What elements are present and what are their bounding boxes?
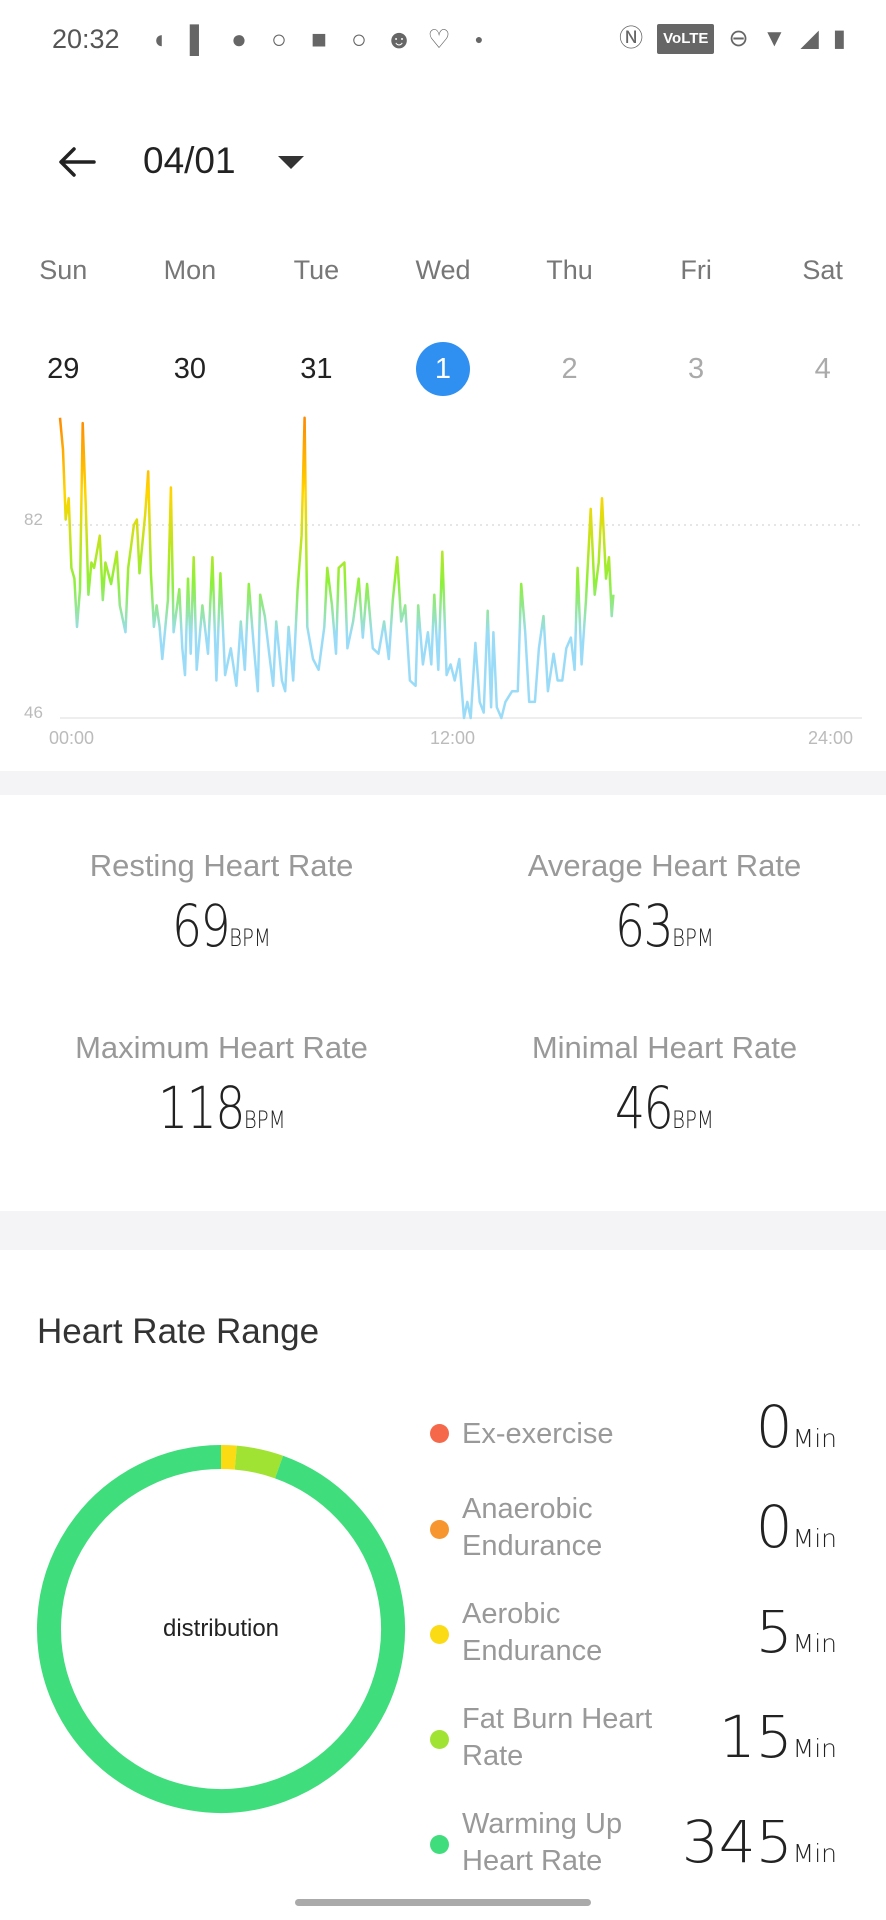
search-app-icon: ○	[351, 24, 367, 54]
zone-unit: Min	[792, 1524, 837, 1553]
heart-rate-chart[interactable]: 82 46 00:00 12:00 24:00	[0, 400, 886, 760]
weekday-label: Fri	[680, 255, 712, 285]
zone-value: 345	[681, 1808, 793, 1876]
zone-unit: Min	[792, 1424, 837, 1453]
weekday-label: Sat	[802, 255, 843, 285]
zone-ex-exercise: Ex-exercise 0Min	[428, 1393, 848, 1473]
y-tick-label: 82	[24, 510, 43, 529]
zone-value: 0	[755, 1393, 793, 1461]
date-row: 29 30 31 1 2 3 4	[0, 342, 886, 396]
stat-resting: Resting Heart Rate 69BPM	[0, 848, 443, 960]
status-bar: 20:32 ◖ ▌ ● ○ ■ ○ ☻ ♡ ● Ⓝ VoLTE ⊖ ▼ ◢ ▮	[0, 0, 886, 80]
wifi-icon: ▼	[762, 25, 787, 52]
date-selector[interactable]: 04/01	[143, 140, 236, 181]
stat-value: 69	[172, 892, 231, 960]
x-tick-label: 12:00	[430, 728, 475, 748]
stat-label: Maximum Heart Rate	[75, 1030, 368, 1065]
zone-label: Ex-exercise	[462, 1418, 614, 1450]
weekday-label: Thu	[546, 255, 593, 285]
stat-unit: BPM	[672, 924, 714, 952]
date-cell[interactable]: 2	[561, 353, 578, 385]
zone-unit: Min	[792, 1839, 837, 1868]
date-cell-selected[interactable]: 1	[415, 342, 470, 396]
notification-icons: ◖ ▌ ● ○ ■ ○ ☻ ♡ ●	[145, 24, 493, 54]
section-title: Heart Rate Range	[37, 1312, 320, 1351]
zone-dot	[430, 1520, 449, 1539]
date-cell[interactable]: 29	[47, 353, 80, 385]
zone-value: 15	[718, 1703, 793, 1771]
date-cell[interactable]: 4	[814, 353, 831, 385]
dnd-icon: ⊖	[728, 25, 749, 52]
nfc-icon: Ⓝ	[619, 25, 644, 52]
mi-fit-icon: ♡	[427, 24, 451, 54]
chevron-down-icon[interactable]	[276, 148, 306, 178]
zone-label: Warming Up Heart Rate	[462, 1808, 623, 1877]
square-app-icon: ■	[311, 24, 327, 54]
x-tick-label: 24:00	[808, 728, 853, 748]
zone-value: 5	[755, 1598, 793, 1666]
stat-unit: BPM	[243, 1106, 286, 1134]
stat-label: Resting Heart Rate	[89, 848, 354, 883]
weekday-label: Wed	[415, 255, 471, 285]
date-cell[interactable]: 3	[688, 353, 705, 385]
stat-value: 63	[615, 892, 674, 960]
status-time: 20:32	[52, 24, 120, 54]
zone-fat-burn: Fat Burn Heart Rate 15Min	[428, 1693, 848, 1773]
heart-rate-series	[58, 416, 615, 720]
donut-center-label: distribution	[162, 1615, 280, 1642]
reddit-icon: ☻	[385, 24, 413, 54]
distribution-donut-chart	[37, 1445, 405, 1813]
donut-segment	[37, 1445, 405, 1813]
stat-unit: BPM	[229, 924, 271, 952]
weekday-label: Sun	[39, 255, 88, 285]
section-divider	[0, 1211, 886, 1250]
patreon-icon: ▌	[189, 24, 209, 54]
date-cell[interactable]: 30	[173, 353, 206, 385]
stat-average: Average Heart Rate 63BPM	[443, 848, 886, 960]
weekday-label: Tue	[293, 255, 340, 285]
zone-label: Fat Burn Heart Rate	[462, 1703, 653, 1772]
section-divider	[0, 771, 886, 795]
zone-unit: Min	[792, 1734, 837, 1763]
x-tick-label: 00:00	[49, 728, 94, 748]
zone-dot	[430, 1424, 449, 1443]
system-icons: Ⓝ VoLTE ⊖ ▼ ◢ ▮	[619, 24, 846, 54]
battery-icon: ▮	[832, 25, 846, 52]
stat-minimal: Minimal Heart Rate 46BPM	[443, 1030, 886, 1142]
stat-label: Minimal Heart Rate	[531, 1030, 798, 1065]
zone-label: Anaerobic Endurance	[462, 1493, 603, 1562]
date-cell[interactable]: 31	[300, 353, 333, 385]
y-tick-label: 46	[24, 703, 43, 722]
zone-value: 0	[755, 1493, 793, 1561]
zone-dot	[430, 1730, 449, 1749]
circle-app-icon: ●	[231, 24, 247, 54]
stat-maximum: Maximum Heart Rate 118BPM	[0, 1030, 443, 1142]
zone-label: Aerobic Endurance	[462, 1598, 603, 1667]
back-arrow-icon[interactable]	[52, 140, 102, 184]
home-indicator[interactable]	[295, 1899, 591, 1906]
zone-aerobic: Aerobic Endurance 5Min	[428, 1588, 848, 1668]
donut-segment	[234, 1445, 284, 1479]
search-app-icon: ○	[271, 24, 287, 54]
volte-icon: VoLTE	[657, 24, 715, 54]
stat-label: Average Heart Rate	[527, 848, 802, 883]
zone-warming-up: Warming Up Heart Rate 345Min	[428, 1798, 848, 1878]
stat-value: 46	[615, 1074, 674, 1142]
dot-icon: ●	[474, 31, 484, 47]
discord-icon: ◖	[151, 24, 167, 54]
zone-anaerobic: Anaerobic Endurance 0Min	[428, 1483, 848, 1563]
zone-dot	[430, 1835, 449, 1854]
donut-segment	[220, 1445, 237, 1470]
weekday-header: Sun Mon Tue Wed Thu Fri Sat	[0, 255, 886, 286]
stat-unit: BPM	[672, 1106, 714, 1134]
zone-unit: Min	[792, 1629, 837, 1658]
zone-dot	[430, 1625, 449, 1644]
signal-icon: ◢	[800, 25, 819, 52]
stat-value: 118	[157, 1074, 246, 1142]
weekday-label: Mon	[163, 255, 217, 285]
